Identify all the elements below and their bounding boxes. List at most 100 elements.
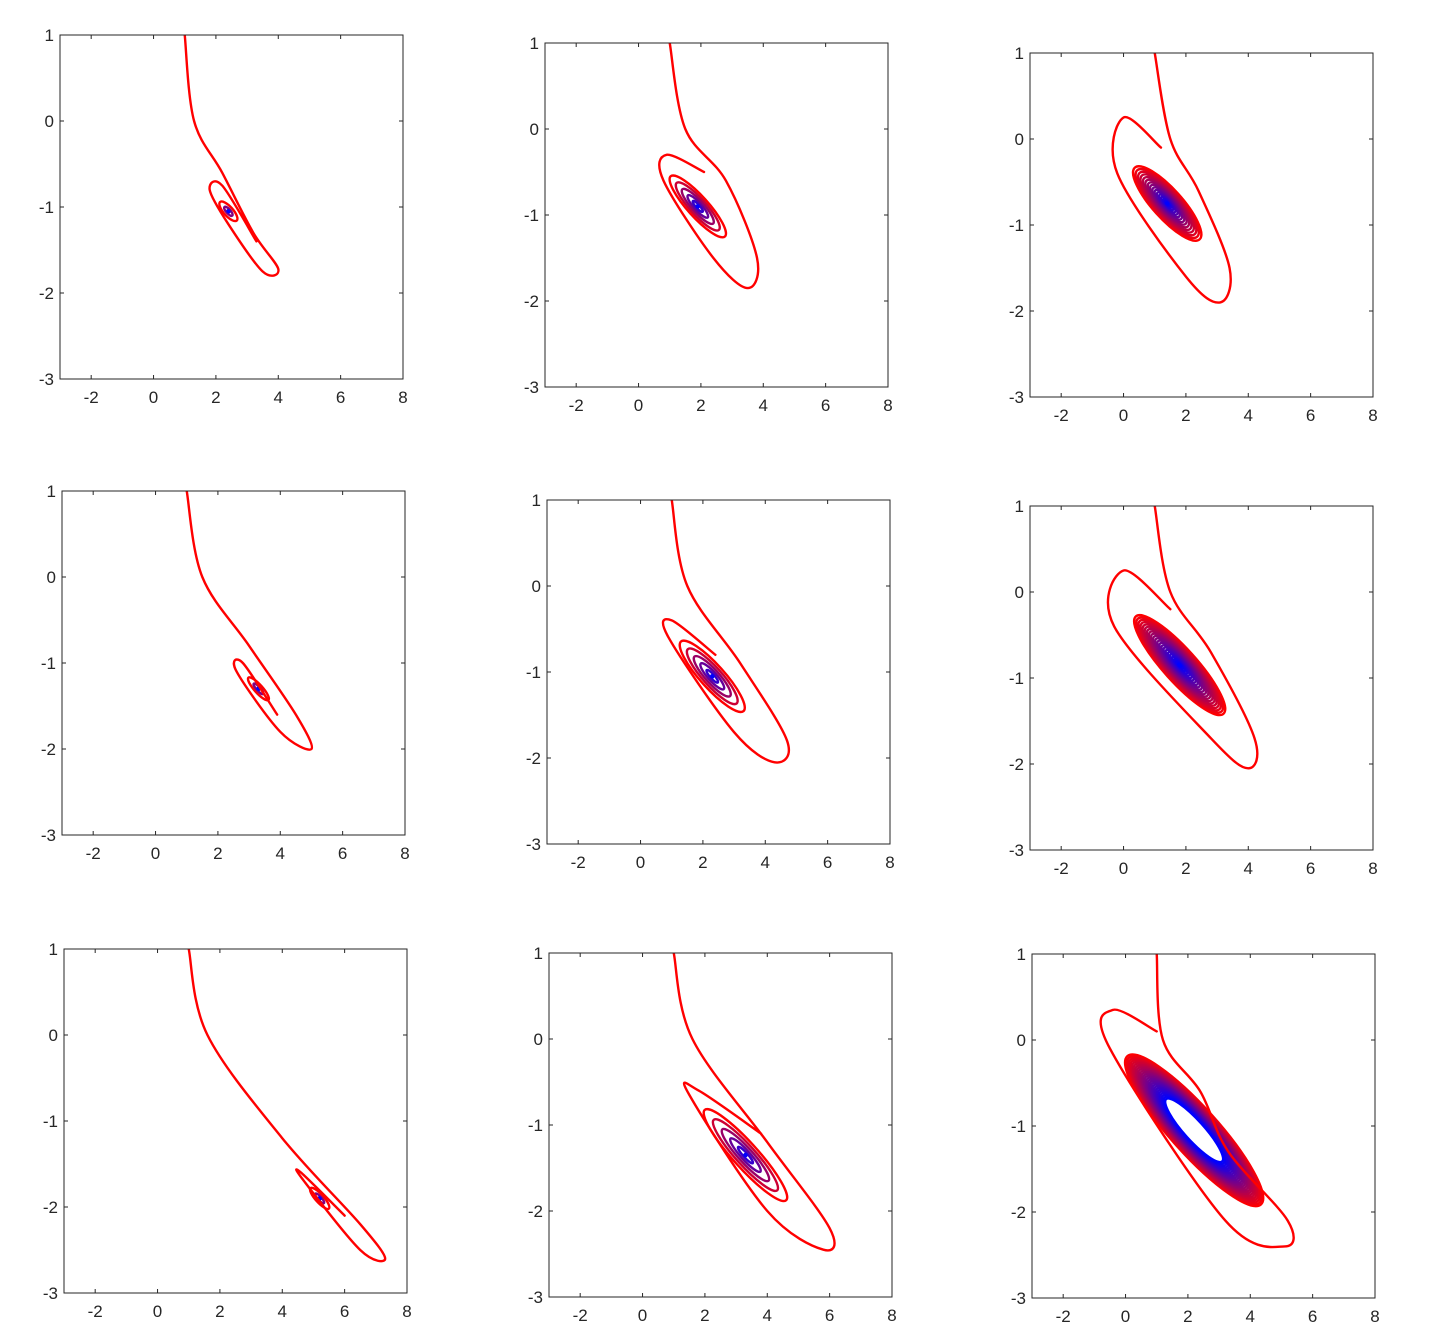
contour-ring (1163, 1097, 1225, 1164)
trajectory-line (1111, 53, 1232, 304)
x-tick-label: 8 (885, 853, 894, 872)
x-tick-label: 4 (1244, 406, 1253, 425)
contour-rings (187, 949, 387, 1263)
x-tick-label: 2 (700, 1306, 709, 1325)
x-tick-label: 4 (274, 388, 283, 407)
contour-ring (686, 193, 710, 219)
x-tick-label: 8 (402, 1302, 411, 1321)
contour-ring (705, 668, 720, 684)
y-tick-label: 1 (1017, 945, 1026, 964)
x-tick-label: 4 (761, 853, 770, 872)
y-tick-label: -3 (39, 370, 54, 389)
x-tick-label: -2 (86, 844, 101, 863)
x-tick-label: 6 (336, 388, 345, 407)
contour-ring (680, 187, 716, 226)
x-tick-label: 0 (153, 1302, 162, 1321)
contour-rings (1106, 506, 1259, 770)
subplot-7: -2 0 2 4 6 8 -3 -2 -1 0 1 (43, 940, 412, 1321)
y-tick-label: -2 (528, 1202, 543, 1221)
x-tick-label: 0 (1119, 859, 1128, 878)
contour-rings (1111, 53, 1232, 304)
y-tick-label: 1 (530, 34, 539, 53)
contour-rings (183, 35, 280, 277)
contour-rings (661, 500, 791, 764)
contour-ring (720, 1127, 771, 1183)
x-tick-label: 6 (1308, 1307, 1317, 1326)
contour-ring (710, 674, 715, 679)
y-tick-label: 0 (47, 568, 56, 587)
x-tick-label: 6 (338, 844, 347, 863)
x-tick-label: 8 (398, 388, 407, 407)
x-tick-label: -2 (1056, 1307, 1071, 1326)
contour-rings (1099, 954, 1295, 1249)
x-tick-label: 2 (698, 853, 707, 872)
y-tick-label: -1 (1011, 1117, 1026, 1136)
subplot-9: -2 0 2 4 6 8 -3 -2 -1 0 1 (1011, 945, 1380, 1326)
y-tick-label: 1 (47, 482, 56, 501)
trajectory-line (1106, 506, 1259, 770)
y-tick-label: -2 (1009, 302, 1024, 321)
contour-ring (736, 1145, 755, 1165)
y-tick-label: -1 (526, 663, 541, 682)
x-tick-label: 0 (636, 853, 645, 872)
x-tick-label: -2 (1054, 859, 1069, 878)
x-tick-label: 4 (763, 1306, 772, 1325)
y-tick-label: -3 (1009, 388, 1024, 407)
y-tick-label: 1 (45, 26, 54, 45)
x-tick-label: -2 (84, 388, 99, 407)
contour-ring (1177, 662, 1183, 668)
axes-frame (1029, 52, 1374, 398)
y-tick-label: -2 (1009, 755, 1024, 774)
x-tick-label: 8 (887, 1306, 896, 1325)
y-tick-label: -1 (43, 1112, 58, 1131)
x-tick-label: 2 (1181, 859, 1190, 878)
x-tick-label: 2 (696, 396, 705, 415)
x-tick-label: -2 (569, 396, 584, 415)
x-tick-label: 2 (1183, 1307, 1192, 1326)
trajectory-line (185, 491, 314, 751)
trajectory-line (187, 949, 387, 1263)
x-tick-label: 4 (1246, 1307, 1255, 1326)
contour-ring (218, 200, 239, 223)
x-tick-label: 8 (1370, 1307, 1379, 1326)
y-tick-label: -1 (528, 1116, 543, 1135)
y-tick-label: 0 (534, 1030, 543, 1049)
y-tick-label: -2 (524, 292, 539, 311)
y-tick-label: 0 (45, 112, 54, 131)
x-tick-label: 8 (1368, 859, 1377, 878)
y-tick-label: 1 (1015, 44, 1024, 63)
contour-ring (222, 205, 234, 218)
y-tick-label: -3 (41, 826, 56, 845)
x-tick-label: 6 (823, 853, 832, 872)
x-tick-label: 4 (759, 396, 768, 415)
axes-frame (548, 952, 893, 1298)
y-tick-label: 0 (532, 577, 541, 596)
contour-ring (695, 204, 700, 209)
x-tick-label: 8 (1368, 406, 1377, 425)
y-tick-label: -2 (43, 1198, 58, 1217)
axes-frame (63, 948, 408, 1294)
y-tick-label: -1 (41, 654, 56, 673)
y-tick-label: -3 (1009, 841, 1024, 860)
contour-ring (226, 209, 231, 214)
y-tick-label: 1 (49, 940, 58, 959)
contour-rings (672, 953, 836, 1252)
x-tick-label: -2 (571, 853, 586, 872)
contour-ring (678, 639, 746, 714)
y-tick-label: 1 (532, 491, 541, 510)
x-tick-label: 4 (276, 844, 285, 863)
y-tick-label: -1 (1009, 669, 1024, 688)
x-tick-label: -2 (88, 1302, 103, 1321)
contour-ring (668, 174, 728, 239)
x-tick-label: 6 (1306, 859, 1315, 878)
y-tick-label: -2 (39, 284, 54, 303)
y-tick-label: 1 (534, 944, 543, 963)
subplot-4: -2 0 2 4 6 8 -3 -2 -1 0 1 (41, 482, 410, 863)
subplot-1: -2 0 2 4 6 8 -3 -2 -1 0 1 (39, 26, 408, 407)
contour-ring (699, 662, 726, 691)
y-tick-label: -1 (39, 198, 54, 217)
contour-ring (674, 181, 721, 232)
contour-ring (692, 654, 732, 698)
subplot-8: -2 0 2 4 6 8 -3 -2 -1 0 1 (528, 944, 897, 1325)
y-tick-label: -3 (1011, 1289, 1026, 1308)
